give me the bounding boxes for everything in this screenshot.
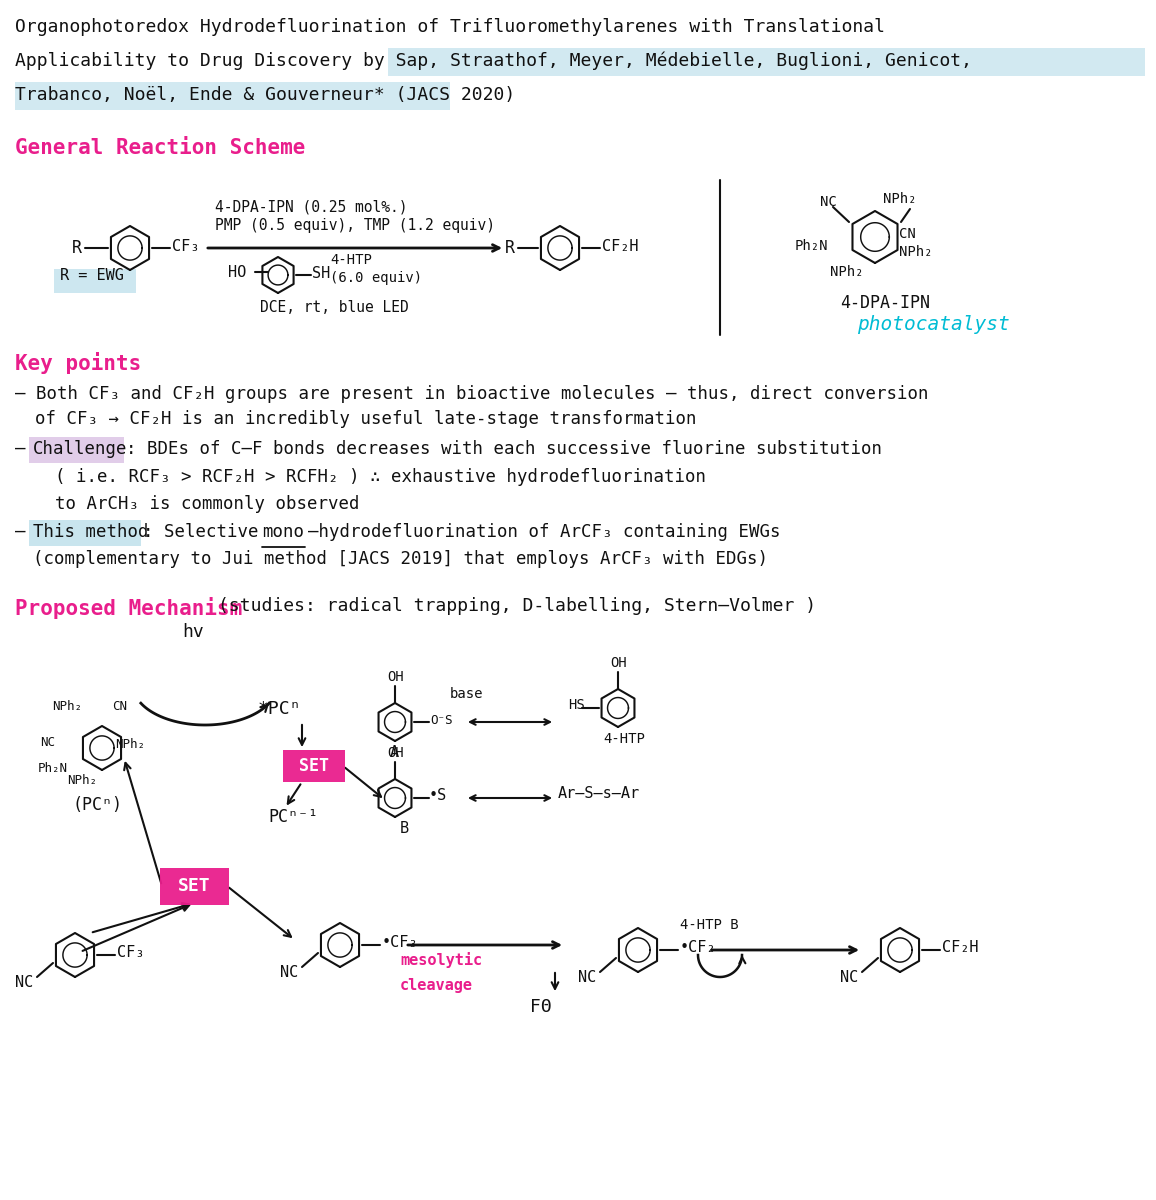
Text: 4-HTP B: 4-HTP B <box>680 918 739 932</box>
Text: Applicability to Drug Discovery by Sap, Straathof, Meyer, Médebielle, Buglioni, : Applicability to Drug Discovery by Sap, … <box>15 52 972 71</box>
Text: PMP (0.5 equiv), TMP (1.2 equiv): PMP (0.5 equiv), TMP (1.2 equiv) <box>215 218 495 233</box>
Text: •CF₃: •CF₃ <box>381 935 418 950</box>
Text: 4-HTP: 4-HTP <box>603 732 645 746</box>
Text: FΘ: FΘ <box>529 998 551 1016</box>
Text: (6.0 equiv): (6.0 equiv) <box>329 271 422 284</box>
Text: General Reaction Scheme: General Reaction Scheme <box>15 138 305 158</box>
Text: OH: OH <box>387 746 403 760</box>
Text: HS: HS <box>568 698 585 712</box>
Text: NPh₂: NPh₂ <box>883 192 917 206</box>
Text: Ph₂N: Ph₂N <box>38 762 68 775</box>
Text: NC: NC <box>40 736 55 749</box>
FancyBboxPatch shape <box>29 437 124 463</box>
Text: HO: HO <box>228 265 246 280</box>
FancyBboxPatch shape <box>29 520 141 546</box>
Text: – Both CF₃ and CF₂H groups are present in bioactive molecules – thus, direct con: – Both CF₃ and CF₂H groups are present i… <box>15 385 928 403</box>
Text: SET: SET <box>299 757 329 775</box>
Text: CN: CN <box>112 700 127 713</box>
Text: Ar–S–s–Ar: Ar–S–s–Ar <box>558 786 640 802</box>
FancyBboxPatch shape <box>388 48 1144 76</box>
Text: Trabanco, Noël, Ende & Gouverneur* (JACS 2020): Trabanco, Noël, Ende & Gouverneur* (JACS… <box>15 86 516 104</box>
Text: of CF₃ → CF₂H is an incredibly useful late-stage transformation: of CF₃ → CF₂H is an incredibly useful la… <box>35 410 697 428</box>
Text: DCE, rt, blue LED: DCE, rt, blue LED <box>260 300 409 314</box>
Text: : BDEs of C–F bonds decreases with each successive fluorine substitution: : BDEs of C–F bonds decreases with each … <box>126 440 882 458</box>
Text: NC: NC <box>15 974 34 990</box>
Text: –: – <box>15 440 36 458</box>
Text: *PCⁿ: *PCⁿ <box>258 700 302 718</box>
Text: ( i.e. RCF₃ > RCF₂H > RCFH₂ ) ∴ exhaustive hydrodefluorination: ( i.e. RCF₃ > RCF₂H > RCFH₂ ) ∴ exhausti… <box>55 468 706 486</box>
Text: B: B <box>400 821 409 836</box>
Text: A: A <box>390 745 399 760</box>
Text: (complementary to Jui method [JACS 2019] that employs ArCF₃ with EDGs): (complementary to Jui method [JACS 2019]… <box>34 550 768 568</box>
Text: CF₃: CF₃ <box>172 239 199 254</box>
Text: : Selective: : Selective <box>143 523 269 541</box>
Text: 4-DPA-IPN: 4-DPA-IPN <box>840 294 929 312</box>
Text: Challenge: Challenge <box>34 440 127 458</box>
Text: 4-HTP: 4-HTP <box>329 253 372 266</box>
Text: hv: hv <box>183 623 203 641</box>
Text: This method: This method <box>34 523 148 541</box>
Text: OH: OH <box>610 656 627 670</box>
Text: cleavage: cleavage <box>400 978 473 994</box>
FancyBboxPatch shape <box>160 868 229 905</box>
Text: 4-DPA-IPN (0.25 mol%.): 4-DPA-IPN (0.25 mol%.) <box>215 200 408 215</box>
Text: mono: mono <box>262 523 304 541</box>
Text: NC: NC <box>280 965 298 980</box>
Text: Key points: Key points <box>15 352 141 374</box>
Text: NPh₂: NPh₂ <box>52 700 82 713</box>
Text: CF₂H: CF₂H <box>602 239 638 254</box>
Text: PCⁿ⁻¹: PCⁿ⁻¹ <box>268 808 318 826</box>
FancyBboxPatch shape <box>283 750 344 782</box>
Text: R: R <box>505 239 516 257</box>
FancyBboxPatch shape <box>15 82 450 110</box>
Text: Ph₂N: Ph₂N <box>795 239 829 253</box>
Text: –: – <box>15 523 36 541</box>
Text: O⁻S: O⁻S <box>430 714 452 727</box>
Text: (PCⁿ): (PCⁿ) <box>72 796 123 814</box>
Text: base: base <box>450 686 483 701</box>
Text: NC: NC <box>820 194 837 209</box>
Text: Proposed Mechanism: Proposed Mechanism <box>15 596 243 619</box>
Text: –hydrodefluorination of ArCF₃ containing EWGs: –hydrodefluorination of ArCF₃ containing… <box>307 523 780 541</box>
Text: CN: CN <box>899 227 916 241</box>
Text: to ArCH₃ is commonly observed: to ArCH₃ is commonly observed <box>55 494 360 514</box>
Text: NPh₂: NPh₂ <box>67 774 97 787</box>
Text: Organophotoredox Hydrodefluorination of Trifluoromethylarenes with Translational: Organophotoredox Hydrodefluorination of … <box>15 18 885 36</box>
Text: photocatalyst: photocatalyst <box>857 314 1009 334</box>
Text: •S: •S <box>429 788 447 803</box>
FancyBboxPatch shape <box>54 269 136 293</box>
Text: mesolytic: mesolytic <box>400 952 482 968</box>
Text: (studies: radical trapping, D-labelling, Stern–Volmer ): (studies: radical trapping, D-labelling,… <box>218 596 816 614</box>
Text: SET: SET <box>178 877 210 895</box>
Text: •CF₂: •CF₂ <box>680 940 717 955</box>
Text: R: R <box>72 239 82 257</box>
Text: OH: OH <box>387 670 403 684</box>
Text: NPh₂: NPh₂ <box>899 245 933 259</box>
Text: NPh₂: NPh₂ <box>830 265 864 278</box>
Text: R = EWG: R = EWG <box>60 268 124 282</box>
Text: CF₂H: CF₂H <box>942 940 978 955</box>
Text: NC: NC <box>839 970 858 985</box>
Text: CF₃: CF₃ <box>117 946 144 960</box>
Text: NC: NC <box>578 970 596 985</box>
Text: SH: SH <box>312 266 331 281</box>
Text: NPh₂: NPh₂ <box>114 738 144 751</box>
